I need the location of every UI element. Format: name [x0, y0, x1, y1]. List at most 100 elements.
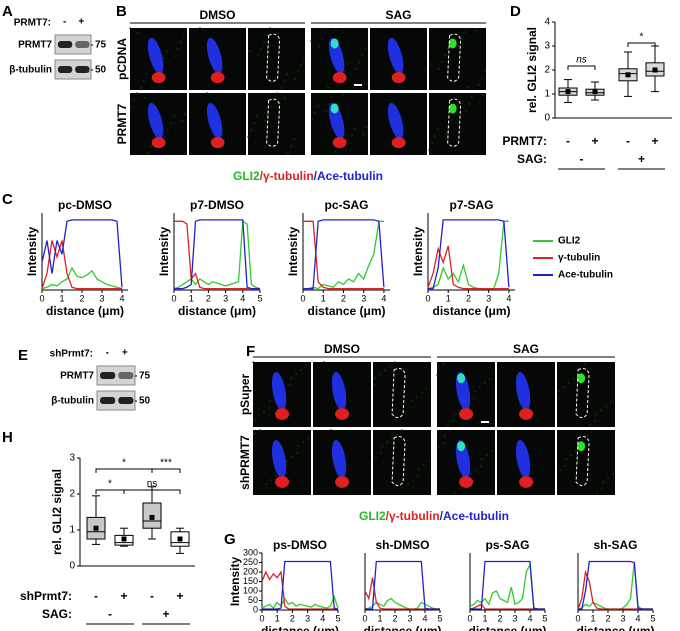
- panel-label: C: [2, 191, 13, 208]
- profile-line: [428, 219, 510, 290]
- speckle: [380, 452, 382, 454]
- speckle: [436, 374, 438, 376]
- x-tick-label: 0: [467, 613, 472, 623]
- profile-line: [303, 220, 384, 290]
- profile-line: [174, 219, 260, 290]
- speckle: [459, 488, 461, 490]
- speckle: [452, 420, 454, 422]
- condition-header: SAG: [513, 342, 539, 356]
- speckle: [214, 97, 216, 99]
- speckle: [206, 92, 208, 94]
- speckle: [412, 94, 414, 96]
- speckle: [438, 68, 440, 70]
- speckle: [300, 369, 302, 371]
- speckle: [584, 363, 586, 365]
- profile-line: [173, 220, 261, 290]
- y-tick-label: 2: [544, 65, 550, 76]
- x-tick-label: 0: [425, 293, 430, 303]
- cilium: [515, 372, 531, 411]
- x-tick-label: 4: [119, 293, 124, 303]
- speckle: [391, 437, 393, 439]
- mean-marker: [565, 89, 571, 95]
- x-tick-label: 3: [407, 613, 412, 623]
- speckle: [601, 488, 603, 490]
- speckle: [377, 47, 379, 49]
- x-tick-label: 2: [341, 293, 346, 303]
- factor-level: -: [580, 152, 584, 166]
- speckle: [284, 97, 286, 99]
- x-tick-label: 0: [39, 293, 44, 303]
- x-tick-label: 0: [362, 613, 367, 623]
- speckle: [474, 151, 476, 153]
- speckle: [525, 492, 527, 494]
- y-tick-label: 4: [544, 17, 550, 28]
- speckle: [170, 122, 172, 124]
- speckle: [297, 71, 299, 73]
- speckle: [468, 103, 470, 105]
- basal-body: [519, 476, 534, 488]
- speckle: [294, 78, 296, 80]
- speckle: [589, 424, 591, 426]
- cilium: [331, 372, 347, 411]
- speckle: [147, 152, 149, 154]
- speckle: [591, 431, 593, 433]
- speckle: [354, 128, 356, 130]
- x-tick-label: 1: [590, 613, 595, 623]
- speckle: [447, 424, 449, 426]
- speckle: [150, 145, 152, 147]
- speckle: [595, 413, 597, 415]
- significance-bracket: [627, 42, 656, 47]
- speckle: [394, 31, 396, 33]
- lane-label: +: [122, 348, 128, 359]
- x-tick-label: 1: [275, 613, 280, 623]
- speckle: [411, 400, 413, 402]
- speckle: [330, 429, 332, 431]
- speckle: [457, 105, 459, 107]
- legend-label: Ace-tubulin: [558, 270, 613, 281]
- x-axis-label: distance (μm): [261, 624, 339, 631]
- speckle: [223, 138, 225, 140]
- cilium-outline: [266, 98, 281, 147]
- y-axis-label: Intensity: [286, 227, 300, 277]
- speckle: [375, 456, 377, 458]
- speckle: [381, 445, 383, 447]
- speckle: [414, 70, 416, 72]
- factor-level: -: [108, 607, 112, 621]
- speckle: [320, 437, 322, 439]
- row-label: pSuper: [238, 374, 252, 416]
- speckle: [421, 392, 423, 394]
- speckle: [489, 378, 491, 380]
- band: [57, 66, 73, 73]
- band: [100, 372, 116, 379]
- speckle: [471, 96, 473, 98]
- speckle: [405, 411, 407, 413]
- factor-level: +: [120, 589, 127, 603]
- speckle: [378, 126, 380, 128]
- speckle: [428, 460, 430, 462]
- speckle: [327, 86, 329, 88]
- speckle: [324, 419, 326, 421]
- speckle: [270, 479, 272, 481]
- profile-line: [364, 577, 440, 610]
- x-tick-label: 1: [189, 293, 194, 303]
- speckle: [401, 429, 403, 431]
- speckle: [464, 31, 466, 33]
- speckle: [416, 396, 418, 398]
- basal-body: [335, 476, 350, 488]
- gli2-tip: [457, 441, 466, 452]
- speckle: [295, 373, 297, 375]
- row-label: shPRMT7: [238, 435, 252, 490]
- speckle: [318, 365, 320, 367]
- speckle: [481, 77, 483, 79]
- speckle: [434, 135, 436, 137]
- speckle: [267, 113, 269, 115]
- lane-label: -: [106, 348, 109, 359]
- speckle: [478, 84, 480, 86]
- x-tick-label: 4: [381, 293, 386, 303]
- speckle: [467, 86, 469, 88]
- y-tick-label: 1: [69, 525, 75, 536]
- x-tick-label: 0: [575, 613, 580, 623]
- x-tick-label: 5: [650, 613, 655, 623]
- speckle: [395, 419, 397, 421]
- speckle: [475, 29, 477, 31]
